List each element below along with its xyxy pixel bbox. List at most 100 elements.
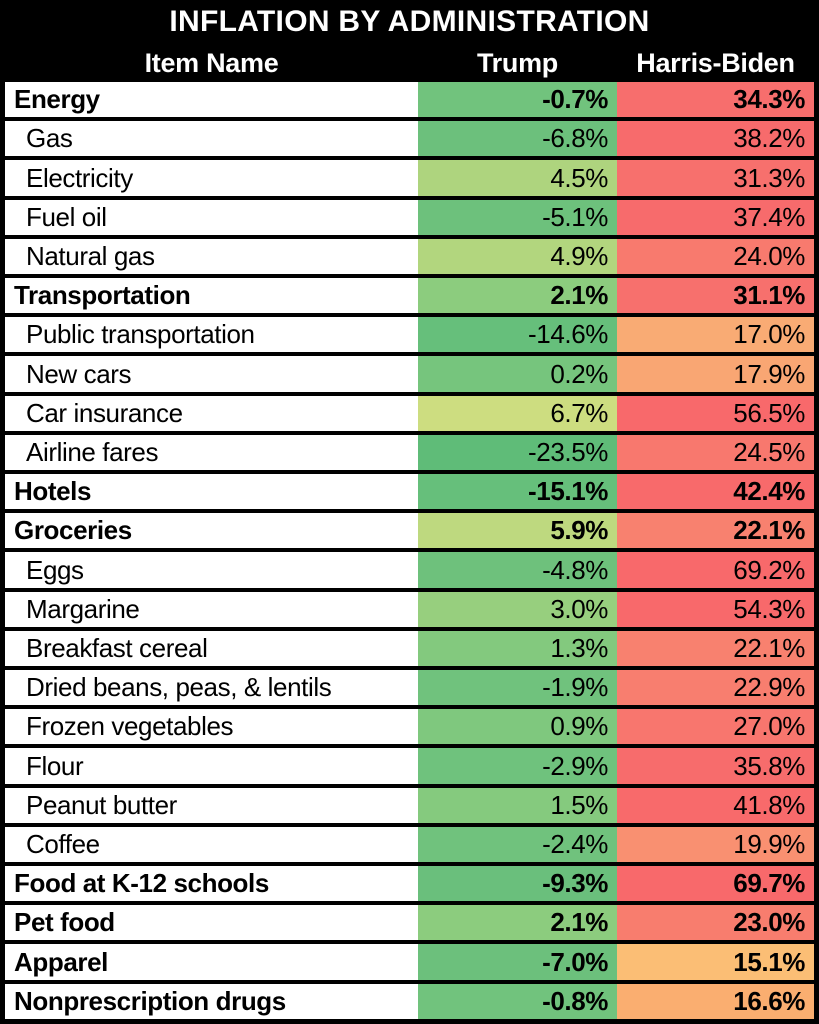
table-row: Frozen vegetables 0.9% 27.0%: [5, 709, 814, 745]
trump-value-cell: -15.1%: [418, 474, 617, 510]
table-row: Dried beans, peas, & lentils -1.9% 22.9%: [5, 670, 814, 706]
item-name-cell: Coffee: [5, 826, 418, 863]
harris-biden-value-cell: 22.1%: [617, 513, 814, 549]
item-name-cell: Hotels: [5, 474, 418, 510]
trump-value-cell: -6.8%: [418, 121, 617, 157]
harris-biden-value-cell: 42.4%: [617, 474, 814, 510]
table-row: Transportation 2.1% 31.1%: [5, 278, 814, 314]
item-name-cell: Peanut butter: [5, 787, 418, 823]
column-header-trump: Trump: [476, 47, 558, 78]
trump-value-cell: -9.3%: [418, 866, 617, 902]
trump-value-cell: 3.0%: [418, 591, 617, 627]
harris-biden-value-cell: 69.7%: [617, 866, 814, 902]
item-name-cell: Car insurance: [5, 395, 418, 431]
trump-value-cell: -5.1%: [418, 199, 617, 235]
item-name-cell: Transportation: [5, 278, 418, 314]
table-row: Peanut butter 1.5% 41.8%: [5, 787, 814, 823]
table-row: Public transportation -14.6% 17.0%: [5, 317, 814, 353]
trump-value-cell: -2.4%: [418, 826, 617, 863]
table-body: Energy -0.7% 34.3% Gas -6.8% 38.2% Elect…: [5, 82, 814, 1019]
harris-biden-value-cell: 54.3%: [617, 591, 814, 627]
item-name-cell: Apparel: [5, 944, 418, 980]
trump-value-cell: 0.9%: [418, 709, 617, 745]
harris-biden-value-cell: 19.9%: [617, 826, 814, 863]
trump-value-cell: -7.0%: [418, 944, 617, 980]
item-name-cell: Food at K-12 schools: [5, 866, 418, 902]
item-name-cell: Breakfast cereal: [5, 630, 418, 667]
item-name-cell: Natural gas: [5, 238, 418, 275]
item-name-cell: Frozen vegetables: [5, 709, 418, 745]
trump-value-cell: -1.9%: [418, 670, 617, 706]
table-row: Hotels -15.1% 42.4%: [5, 474, 814, 510]
harris-biden-value-cell: 38.2%: [617, 121, 814, 157]
harris-biden-value-cell: 16.6%: [617, 983, 814, 1019]
harris-biden-value-cell: 27.0%: [617, 709, 814, 745]
trump-value-cell: -0.7%: [418, 82, 617, 118]
harris-biden-value-cell: 24.0%: [617, 238, 814, 275]
item-name-cell: Electricity: [5, 160, 418, 196]
table-row: Fuel oil -5.1% 37.4%: [5, 199, 814, 235]
table-row: Energy -0.7% 34.3%: [5, 82, 814, 118]
table-row: New cars 0.2% 17.9%: [5, 356, 814, 392]
harris-biden-value-cell: 17.9%: [617, 356, 814, 392]
item-name-cell: Fuel oil: [5, 199, 418, 235]
harris-biden-value-cell: 56.5%: [617, 395, 814, 431]
harris-biden-value-cell: 34.3%: [617, 82, 814, 118]
table-row: Breakfast cereal 1.3% 22.1%: [5, 630, 814, 667]
trump-value-cell: -2.9%: [418, 748, 617, 784]
item-name-cell: Public transportation: [5, 317, 418, 353]
table-row: Airline fares -23.5% 24.5%: [5, 434, 814, 471]
trump-value-cell: 4.9%: [418, 238, 617, 275]
table-row: Car insurance 6.7% 56.5%: [5, 395, 814, 431]
item-name-cell: Pet food: [5, 905, 418, 941]
harris-biden-value-cell: 23.0%: [617, 905, 814, 941]
harris-biden-value-cell: 35.8%: [617, 748, 814, 784]
table-row: Nonprescription drugs -0.8% 16.6%: [5, 983, 814, 1019]
item-name-cell: Groceries: [5, 513, 418, 549]
column-header-harris-biden: Harris-Biden: [636, 47, 795, 78]
trump-value-cell: 2.1%: [418, 278, 617, 314]
item-name-cell: Gas: [5, 121, 418, 157]
trump-value-cell: 1.5%: [418, 787, 617, 823]
trump-value-cell: -14.6%: [418, 317, 617, 353]
harris-biden-value-cell: 22.9%: [617, 670, 814, 706]
harris-biden-value-cell: 17.0%: [617, 317, 814, 353]
trump-value-cell: 5.9%: [418, 513, 617, 549]
table-row: Natural gas 4.9% 24.0%: [5, 238, 814, 275]
column-header-item-name: Item Name: [144, 47, 279, 78]
table-row: Pet food 2.1% 23.0%: [5, 905, 814, 941]
table-row: Margarine 3.0% 54.3%: [5, 591, 814, 627]
item-name-cell: Margarine: [5, 591, 418, 627]
table-row: Flour -2.9% 35.8%: [5, 748, 814, 784]
table-header-row: Item Name Trump Harris-Biden: [5, 44, 814, 82]
table-row: Coffee -2.4% 19.9%: [5, 826, 814, 863]
item-name-cell: Airline fares: [5, 434, 418, 471]
harris-biden-value-cell: 24.5%: [617, 434, 814, 471]
trump-value-cell: -4.8%: [418, 552, 617, 588]
harris-biden-value-cell: 37.4%: [617, 199, 814, 235]
harris-biden-value-cell: 31.3%: [617, 160, 814, 196]
trump-value-cell: 2.1%: [418, 905, 617, 941]
item-name-cell: New cars: [5, 356, 418, 392]
item-name-cell: Flour: [5, 748, 418, 784]
trump-value-cell: -23.5%: [418, 434, 617, 471]
item-name-cell: Eggs: [5, 552, 418, 588]
harris-biden-value-cell: 22.1%: [617, 630, 814, 667]
table-row: Electricity 4.5% 31.3%: [5, 160, 814, 196]
trump-value-cell: 6.7%: [418, 395, 617, 431]
trump-value-cell: 1.3%: [418, 630, 617, 667]
table-row: Eggs -4.8% 69.2%: [5, 552, 814, 588]
table-row: Apparel -7.0% 15.1%: [5, 944, 814, 980]
trump-value-cell: 4.5%: [418, 160, 617, 196]
table-row: Food at K-12 schools -9.3% 69.7%: [5, 866, 814, 902]
harris-biden-value-cell: 41.8%: [617, 787, 814, 823]
harris-biden-value-cell: 15.1%: [617, 944, 814, 980]
trump-value-cell: 0.2%: [418, 356, 617, 392]
table-row: Gas -6.8% 38.2%: [5, 121, 814, 157]
harris-biden-value-cell: 69.2%: [617, 552, 814, 588]
item-name-cell: Nonprescription drugs: [5, 983, 418, 1019]
harris-biden-value-cell: 31.1%: [617, 278, 814, 314]
table-title: INFLATION BY ADMINISTRATION: [169, 5, 650, 38]
table-row: Groceries 5.9% 22.1%: [5, 513, 814, 549]
